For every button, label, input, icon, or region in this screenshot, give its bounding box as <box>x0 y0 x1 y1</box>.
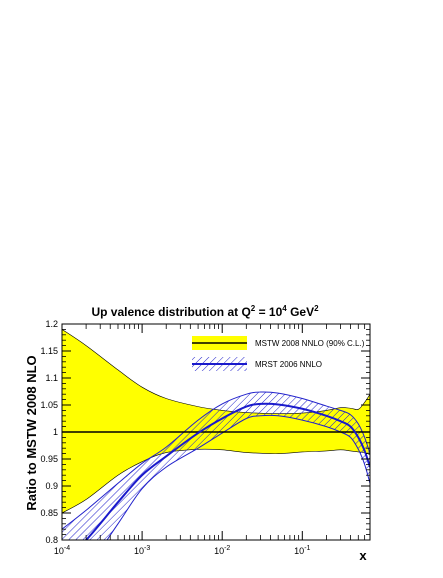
y-tick-label: 0.95 <box>40 454 58 464</box>
y-tick-label: 1.2 <box>45 319 58 329</box>
legend: MSTW 2008 NNLO (90% C.L.) MRST 2006 NNLO <box>192 336 365 371</box>
mrst-central-line <box>84 402 370 540</box>
y-tick-label: 0.9 <box>45 481 58 491</box>
x-tick-label: 10-3 <box>134 545 150 556</box>
y-tick-label: 0.85 <box>40 508 58 518</box>
legend-label-mstw: MSTW 2008 NNLO (90% C.L.) <box>255 339 365 348</box>
plot-area <box>62 329 370 540</box>
x-tick-label: 10-2 <box>214 545 230 556</box>
mrst-band-upper-edge <box>62 391 370 530</box>
y-tick-label: 1.1 <box>45 373 58 383</box>
y-tick-label: 0.8 <box>45 535 58 545</box>
y-tick-label: 1.15 <box>40 346 58 356</box>
chart-title: Up valence distribution at Q2 = 104 GeV2 <box>91 304 319 319</box>
axes: 0.8 0.85 0.9 0.95 1 1.05 1.1 1.15 1.2 10-4 10-3 10-… <box>40 319 371 556</box>
y-axis-label: Ratio to MSTW 2008 NLO <box>24 355 39 510</box>
y-tick-label: 1.05 <box>40 400 58 410</box>
mrst-band-lower-edge <box>106 414 370 540</box>
x-tick-label: 10-1 <box>294 545 310 556</box>
mstw-band-lower-edge <box>62 448 370 514</box>
x-axis-label: x <box>359 548 367 563</box>
x-tick-label: 10-4 <box>54 545 70 556</box>
y-tick-label: 1 <box>53 427 58 437</box>
legend-label-mrst: MRST 2006 NNLO <box>255 360 322 369</box>
